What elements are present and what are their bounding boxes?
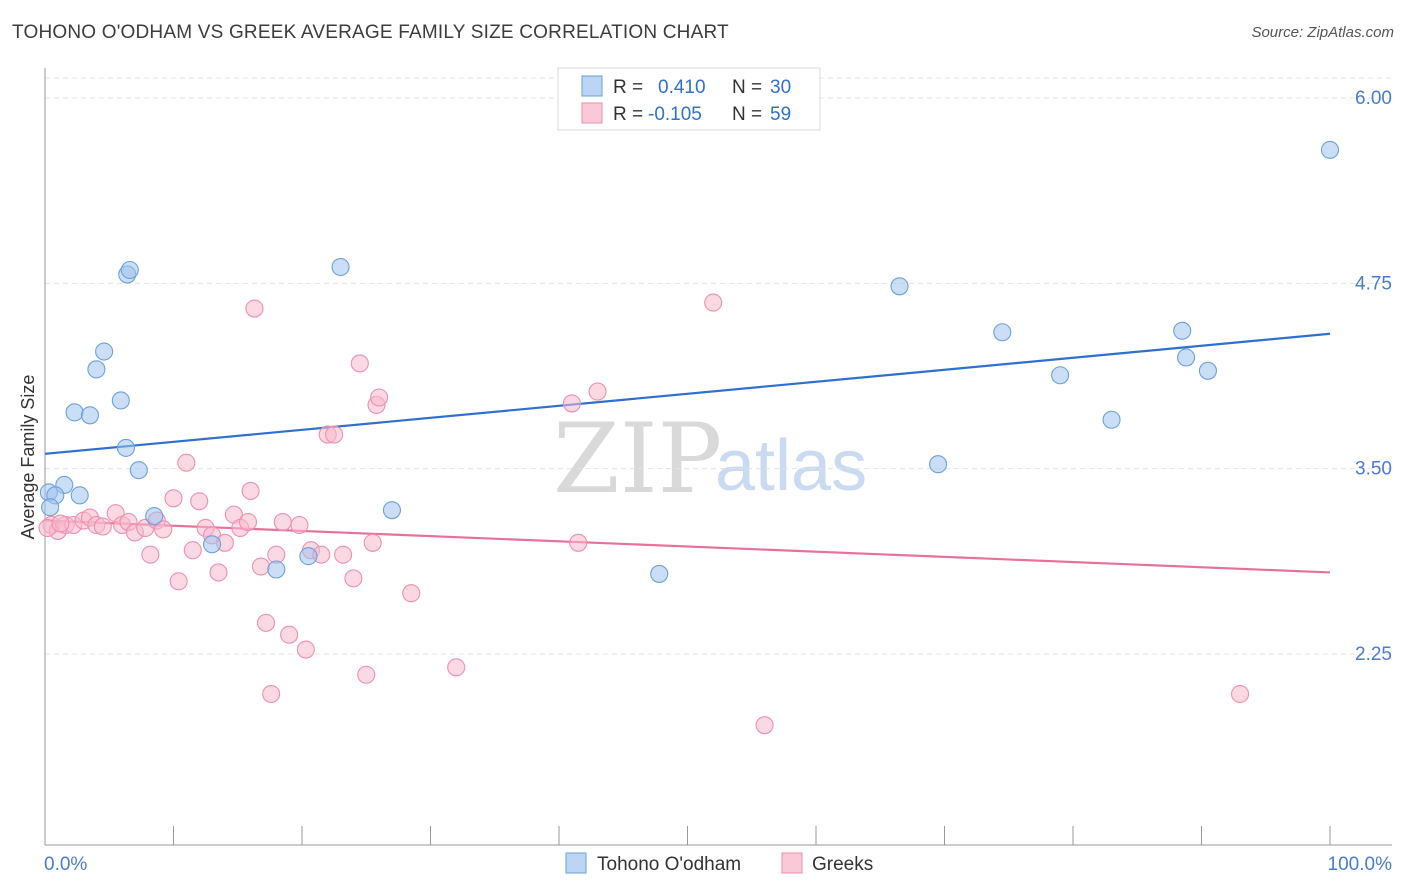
point-greeks-18: [177, 453, 196, 472]
point-tohono-29: [41, 498, 60, 517]
point-tohono-14: [203, 535, 222, 554]
point-greeks-44: [350, 354, 369, 373]
point-greeks-7: [93, 517, 112, 536]
point-greeks-58: [51, 514, 70, 533]
trend-line-tohono: [44, 332, 1331, 455]
x-ticks: [44, 826, 1331, 845]
point-greeks-54: [704, 293, 723, 312]
data-points: [38, 140, 1340, 735]
stats-r-value-greeks: -0.105: [648, 104, 702, 125]
x-tick-label-min: 0.0%: [44, 854, 87, 875]
trend-line-greeks: [44, 519, 1331, 574]
point-tohono-13: [145, 507, 164, 526]
point-greeks-50: [447, 658, 466, 677]
point-greeks-42: [334, 545, 353, 564]
point-tohono-21: [929, 455, 948, 474]
stats-r-label-tohono: R =: [613, 77, 643, 98]
legend-swatch-tohono: [565, 852, 587, 874]
stats-n-value-greeks: 59: [770, 104, 791, 125]
point-tohono-8: [111, 391, 130, 410]
stats-n-label-greeks: N =: [732, 104, 762, 125]
trend-lines: [44, 332, 1331, 574]
point-greeks-34: [273, 512, 292, 532]
stats-swatch-tohono: [581, 75, 603, 97]
point-tohono-18: [382, 501, 402, 520]
point-greeks-53: [588, 382, 607, 401]
stats-r-value-tohono: 0.410: [658, 77, 706, 98]
point-greeks-52: [569, 533, 588, 552]
point-greeks-16: [164, 489, 183, 508]
point-greeks-41: [325, 425, 344, 444]
point-greeks-43: [344, 569, 363, 588]
point-tohono-27: [1198, 361, 1217, 380]
y-tick-label-3: 6.00: [1355, 88, 1392, 109]
chart-title: TOHONO O'ODHAM VS GREEK AVERAGE FAMILY S…: [12, 22, 729, 43]
axes: [44, 68, 1392, 846]
point-greeks-19: [183, 541, 202, 560]
point-greeks-51: [562, 394, 581, 413]
point-tohono-7: [87, 360, 106, 379]
point-greeks-55: [755, 716, 774, 735]
point-greeks-48: [370, 388, 389, 407]
point-greeks-45: [357, 665, 376, 684]
point-tohono-11: [116, 438, 136, 457]
y-tick-labels: 2.25 3.50 4.75 6.00: [1355, 88, 1392, 665]
point-greeks-56: [1231, 684, 1250, 704]
point-greeks-20: [190, 492, 209, 511]
point-tohono-23: [1051, 366, 1070, 385]
point-tohono-22: [993, 323, 1012, 342]
y-tick-label-2: 4.75: [1355, 273, 1392, 294]
point-greeks-15: [154, 520, 173, 539]
point-tohono-4: [65, 403, 84, 422]
watermark-atlas: atlas: [715, 426, 867, 506]
point-tohono-15: [267, 560, 286, 579]
point-tohono-10: [120, 260, 139, 280]
point-greeks-27: [238, 512, 258, 532]
legend-swatch-greeks: [781, 852, 803, 874]
point-tohono-20: [890, 277, 909, 296]
point-tohono-25: [1173, 321, 1192, 340]
stats-swatch-greeks: [581, 102, 603, 124]
point-tohono-17: [331, 257, 350, 277]
stats-n-value-tohono: 30: [770, 77, 791, 98]
point-greeks-46: [363, 533, 382, 552]
legend: Tohono O'odham Greeks: [565, 852, 873, 875]
source-credit: Source: ZipAtlas.com: [1251, 24, 1394, 41]
point-greeks-49: [402, 584, 421, 603]
point-greeks-36: [290, 515, 309, 535]
point-greeks-32: [262, 684, 281, 704]
point-greeks-28: [241, 481, 260, 500]
stats-box: R = 0.410 N = 30 R = -0.105 N = 59: [557, 67, 821, 131]
point-greeks-13: [141, 545, 160, 564]
watermark: ZIP atlas: [553, 403, 867, 515]
legend-label-greeks: Greeks: [812, 854, 873, 875]
x-tick-label-max: 100.0%: [1328, 854, 1393, 875]
point-greeks-37: [296, 640, 315, 659]
point-greeks-17: [169, 572, 188, 591]
point-greeks-35: [280, 625, 299, 644]
y-axis-label: Average Family Size: [18, 375, 38, 540]
stats-n-label-tohono: N =: [732, 77, 762, 98]
point-tohono-28: [1320, 140, 1340, 159]
point-tohono-16: [299, 547, 318, 566]
point-tohono-24: [1102, 410, 1121, 429]
point-tohono-5: [80, 406, 100, 425]
stats-r-label-greeks: R =: [613, 104, 643, 125]
point-greeks-29: [245, 299, 264, 318]
point-tohono-12: [129, 461, 148, 480]
watermark-zip: ZIP: [553, 403, 722, 515]
point-greeks-23: [209, 563, 228, 582]
point-tohono-26: [1177, 348, 1196, 367]
legend-label-tohono: Tohono O'odham: [597, 854, 741, 875]
point-greeks-31: [256, 613, 276, 632]
point-greeks-30: [251, 557, 270, 576]
point-tohono-19: [650, 564, 669, 583]
y-tick-label-0: 2.25: [1355, 644, 1392, 665]
y-tick-label-1: 3.50: [1355, 459, 1392, 480]
point-tohono-6: [95, 342, 114, 361]
point-tohono-3: [70, 486, 89, 505]
